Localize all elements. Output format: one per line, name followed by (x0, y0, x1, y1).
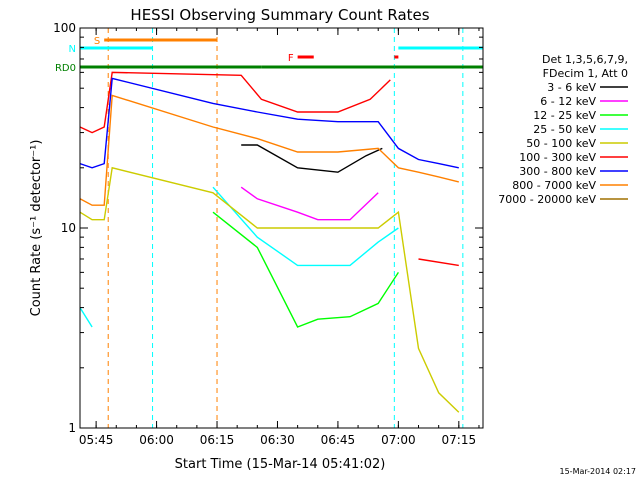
x-tick-label: 07:15 (442, 433, 477, 447)
y-tick-label: 10 (61, 221, 76, 235)
y-tick-label: 100 (53, 21, 76, 35)
legend-label: 100 - 300 keV (519, 151, 596, 164)
flag-label: S (94, 36, 100, 47)
legend-header-line-1: Det 1,3,5,6,7,9, (542, 53, 628, 66)
plot-timestamp: 15-Mar-2014 02:17 (560, 467, 637, 476)
x-tick-label: 07:00 (381, 433, 416, 447)
chart-title: HESSI Observing Summary Count Rates (130, 6, 429, 24)
legend-label: 25 - 50 keV (533, 123, 596, 136)
series-line (241, 144, 383, 173)
legend-label: 6 - 12 keV (540, 95, 596, 108)
legend-label: 3 - 6 keV (547, 81, 596, 94)
series-line (79, 166, 460, 413)
flag-label: N (69, 44, 76, 55)
y-axis-label: Count Rate (s⁻¹ detector⁻¹) (29, 140, 44, 317)
x-tick-label: 05:45 (79, 433, 114, 447)
series-line (79, 94, 459, 206)
y-tick-label: 1 (68, 421, 76, 435)
legend-label: 800 - 7000 keV (512, 179, 596, 192)
legend-label: 50 - 100 keV (526, 137, 596, 150)
x-tick-label: 06:30 (260, 433, 295, 447)
series-line (79, 71, 459, 267)
series-line (79, 186, 399, 328)
x-axis-label: Start Time (15-Mar-14 05:41:02) (175, 457, 386, 472)
x-tick-label: 06:15 (200, 433, 235, 447)
legend-label: 300 - 800 keV (519, 165, 596, 178)
x-tick-label: 06:45 (321, 433, 356, 447)
x-tick-label: 06:00 (139, 433, 174, 447)
legend-header-line-2: FDecim 1, Att 0 (543, 67, 628, 80)
series-line (240, 186, 379, 221)
axes: 05:45 06:00 06:15 06:30 06:45 07:00 07:15 1 10 10… (53, 21, 484, 447)
legend-label: 12 - 25 keV (533, 109, 596, 122)
vertical-markers (107, 28, 464, 428)
legend-label: 7000 - 20000 keV (498, 193, 596, 206)
flag-bars: S N F RD0 (55, 36, 483, 74)
flag-label: RD0 (55, 63, 76, 74)
flag-label: F (288, 53, 294, 64)
series-lines (79, 71, 460, 413)
series-line (212, 211, 399, 328)
series-line (79, 77, 459, 169)
